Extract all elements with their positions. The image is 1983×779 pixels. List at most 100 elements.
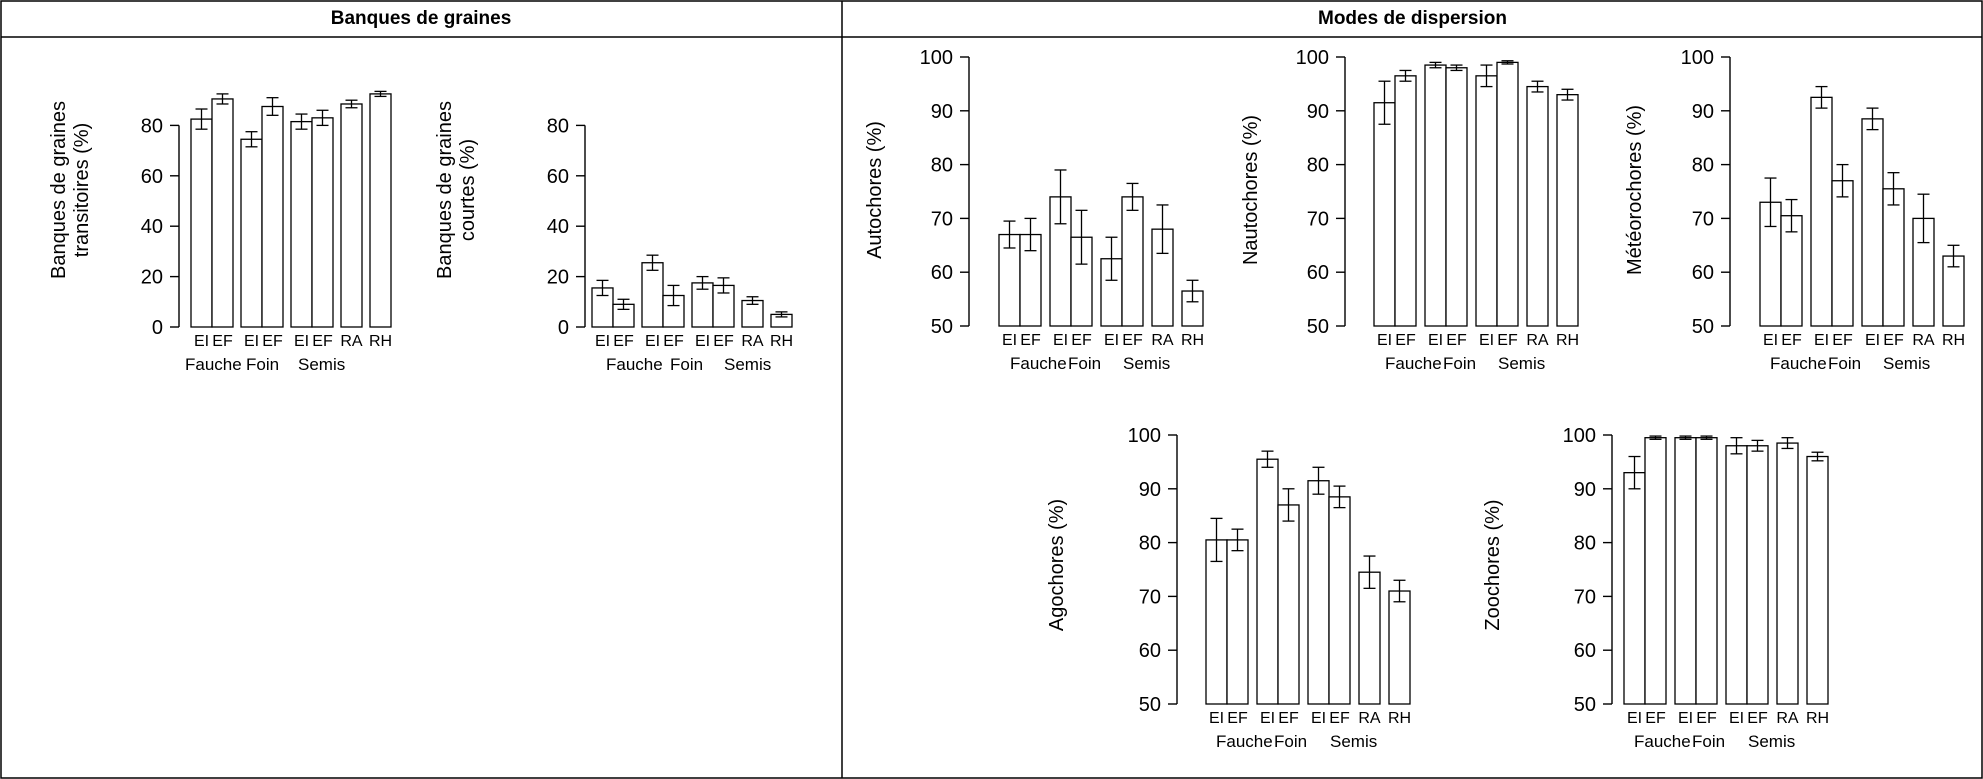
x-tick-label: EF: [1329, 710, 1350, 727]
x-group-label: Fauche: [185, 355, 242, 374]
x-tick-label: EI: [1260, 710, 1275, 727]
y-tick-label: 50: [931, 316, 953, 338]
x-group-label: Foin: [1828, 354, 1861, 373]
x-group-label: Foin: [246, 355, 279, 374]
bar: [240, 138, 263, 328]
y-tick-label: 80: [1307, 155, 1329, 177]
bar: [261, 105, 284, 328]
x-tick-label: EF: [1832, 332, 1853, 349]
y-axis-label: Agochores (%): [1046, 499, 1068, 631]
x-tick-label: RH: [1556, 332, 1579, 349]
bar: [1388, 590, 1411, 705]
y-tick-label: 60: [547, 166, 569, 188]
x-tick-label: EF: [1645, 710, 1666, 727]
bar: [1623, 472, 1646, 705]
bar: [1475, 75, 1498, 327]
y-axis-label: Météorochores (%): [1624, 105, 1646, 275]
x-tick-label: EF: [1071, 332, 1092, 349]
x-group-label: Foin: [1443, 354, 1476, 373]
x-tick-label: EI: [1053, 332, 1068, 349]
y-tick-label: 0: [558, 317, 569, 339]
x-group-label: Semis: [1123, 354, 1170, 373]
x-group-label: Fauche: [1634, 732, 1691, 751]
chart-1: 0 20 40 60 80 Banques de grainestransitoires …: [48, 90, 392, 374]
y-axis-label: Banques de grainestransitoires (%): [48, 101, 93, 279]
x-tick-label: EI: [1479, 332, 1494, 349]
x-tick-label: EI: [595, 333, 610, 350]
x-tick-label: EI: [1763, 332, 1778, 349]
x-tick-label: RH: [369, 333, 392, 350]
bar: [311, 117, 334, 328]
y-tick-label: 100: [1563, 425, 1596, 447]
x-tick-label: RA: [741, 333, 764, 350]
bar: [1644, 437, 1667, 705]
y-tick-label: 40: [547, 216, 569, 238]
x-tick-label: EI: [1428, 332, 1443, 349]
x-group-label: Foin: [1274, 732, 1307, 751]
x-tick-label: RA: [1526, 332, 1549, 349]
x-group-label: Semis: [1883, 354, 1930, 373]
x-tick-label: EF: [1122, 332, 1143, 349]
x-tick-label: EI: [1209, 710, 1224, 727]
x-tick-label: EI: [1729, 710, 1744, 727]
bar: [1205, 539, 1228, 705]
x-group-label: Foin: [1068, 354, 1101, 373]
y-tick-label: 70: [1692, 208, 1714, 230]
x-tick-label: EF: [262, 333, 283, 350]
bar: [1806, 455, 1829, 705]
x-tick-label: EF: [1747, 710, 1768, 727]
x-tick-label: EF: [1278, 710, 1299, 727]
y-axis-label: Autochores (%): [864, 121, 886, 259]
bar: [1810, 96, 1833, 327]
y-tick-label: 50: [1574, 694, 1596, 716]
x-tick-label: RH: [1806, 710, 1829, 727]
x-tick-label: EF: [1020, 332, 1041, 349]
y-tick-label: 80: [547, 115, 569, 137]
bar: [190, 118, 213, 328]
bar: [1121, 196, 1144, 327]
y-axis-label: Zoochores (%): [1482, 499, 1504, 630]
bar: [1307, 480, 1330, 705]
y-tick-label: 80: [1692, 155, 1714, 177]
y-tick-label: 90: [1692, 101, 1714, 123]
x-tick-label: EF: [212, 333, 233, 350]
x-tick-label: EF: [1883, 332, 1904, 349]
x-group-label: Fauche: [1770, 354, 1827, 373]
x-tick-label: EI: [1311, 710, 1326, 727]
y-tick-label: 100: [920, 47, 953, 69]
bar: [1424, 64, 1447, 327]
bar: [641, 262, 664, 328]
y-tick-label: 100: [1296, 47, 1329, 69]
y-tick-label: 90: [1574, 479, 1596, 501]
x-tick-label: EI: [244, 333, 259, 350]
bar: [1831, 180, 1854, 327]
bar: [1358, 571, 1381, 705]
y-tick-label: 20: [547, 267, 569, 289]
chart-2: 0 20 40 60 80 Banques de grainescourtes (%) EI…: [434, 101, 793, 374]
y-tick-label: 50: [1307, 316, 1329, 338]
x-tick-label: RA: [1912, 332, 1935, 349]
x-tick-label: EI: [1678, 710, 1693, 727]
x-tick-label: EI: [645, 333, 660, 350]
bar: [340, 103, 363, 328]
bar: [1256, 458, 1279, 705]
x-tick-label: RH: [770, 333, 793, 350]
bar: [1882, 188, 1905, 327]
x-tick-label: EF: [713, 333, 734, 350]
bar: [1394, 75, 1417, 327]
x-tick-label: EI: [1002, 332, 1017, 349]
y-tick-label: 70: [931, 208, 953, 230]
bar: [1746, 445, 1769, 705]
x-tick-label: EF: [1395, 332, 1416, 349]
x-tick-label: EI: [1377, 332, 1392, 349]
x-tick-label: EI: [194, 333, 209, 350]
y-tick-label: 80: [141, 115, 163, 137]
bar: [211, 98, 234, 328]
bar: [1526, 85, 1549, 327]
